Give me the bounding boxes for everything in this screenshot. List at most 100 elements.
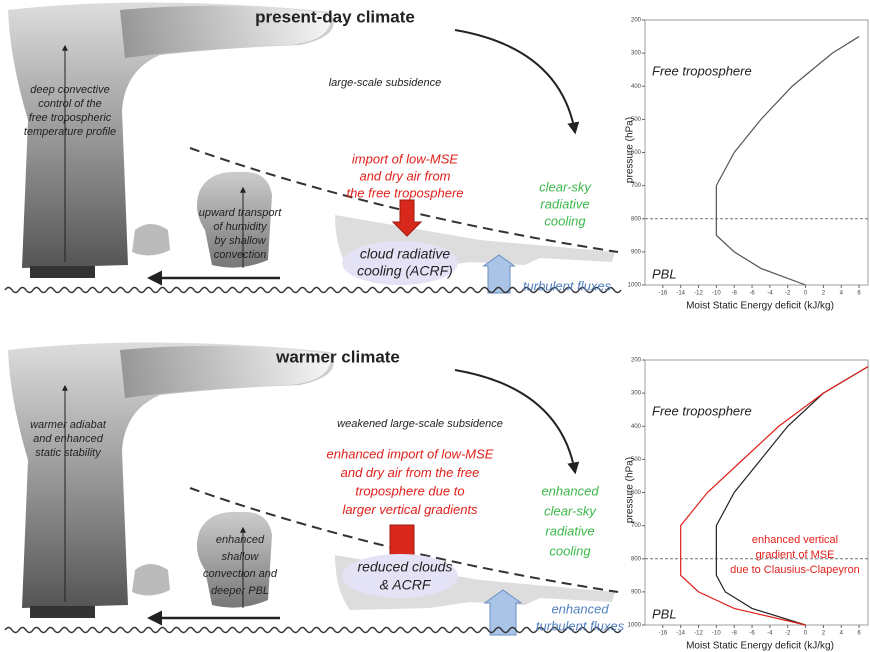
shallow-label: upward transport <box>199 207 282 219</box>
x-tick-label: 2 <box>822 631 826 637</box>
y-tick-label: 400 <box>631 424 642 430</box>
x-tick-label: -14 <box>676 631 685 637</box>
shallow-label: convection <box>214 249 267 261</box>
x-tick-label: -2 <box>785 631 791 637</box>
shallow-label: enhanced <box>216 534 265 546</box>
plot-frame <box>645 20 868 285</box>
y-tick-label: 1000 <box>628 283 642 289</box>
free-trop-label: Free troposphere <box>652 63 752 78</box>
clear-sky-label: enhanced <box>541 483 599 498</box>
pbl-label: PBL <box>652 266 677 281</box>
x-tick-label: 4 <box>840 291 844 297</box>
shallow-label: shallow <box>222 551 260 563</box>
import-label: and dry air from <box>359 168 450 183</box>
figure: present-day climate deep convective contro… <box>0 0 870 652</box>
subsidence-label: large-scale subsidence <box>329 77 442 89</box>
clear-sky-label: cooling <box>549 543 591 558</box>
shallow-label: convection and <box>203 568 278 580</box>
x-axis-label: Moist Static Energy deficit (kJ/kg) <box>686 641 834 652</box>
convection-note: and enhanced <box>33 433 104 445</box>
y-axis-label: pressure (hPa) <box>625 457 636 523</box>
shallow-label: by shallow <box>214 235 266 247</box>
y-tick-label: 700 <box>631 183 642 189</box>
y-tick-label: 800 <box>631 556 642 562</box>
clear-sky-label: clear-sky <box>539 179 592 194</box>
cloud-label: cloud radiative <box>360 246 450 262</box>
flux-label: enhanced <box>551 601 609 616</box>
x-tick-label: -10 <box>712 291 721 297</box>
import-label: larger vertical gradients <box>342 502 478 517</box>
y-tick-label: 300 <box>631 51 642 57</box>
convection-note: temperature profile <box>24 126 116 138</box>
annotation: enhanced vertical <box>752 534 838 546</box>
subsidence-label: weakened large-scale subsidence <box>337 418 503 430</box>
y-tick-label: 300 <box>631 391 642 397</box>
annotation: gradient of MSE <box>756 549 835 561</box>
import-label: import of low-MSE <box>352 151 459 166</box>
y-tick-label: 200 <box>631 358 642 364</box>
y-tick-label: 700 <box>631 523 642 529</box>
clear-sky-label: clear-sky <box>544 503 597 518</box>
clear-sky-label: cooling <box>544 213 586 228</box>
x-tick-label: -4 <box>767 291 773 297</box>
cloud-base <box>30 266 95 278</box>
import-label: troposphere due to <box>355 483 464 498</box>
y-tick-label: 900 <box>631 249 642 255</box>
annotation: due to Clausius-Clapeyron <box>730 564 860 576</box>
x-tick-label: 0 <box>804 631 808 637</box>
free-trop-label: Free troposphere <box>652 403 752 418</box>
panel: warmer climate warmer adiabat and enhanced… <box>5 342 868 651</box>
x-tick-label: 2 <box>822 291 826 297</box>
panel-title: present-day climate <box>255 7 415 26</box>
cloud-label: reduced clouds <box>358 559 453 575</box>
x-tick-label: -16 <box>659 291 668 297</box>
y-tick-label: 200 <box>631 18 642 24</box>
surface <box>5 628 621 633</box>
x-tick-label: 6 <box>857 631 861 637</box>
y-tick-label: 800 <box>631 216 642 222</box>
convection-note: deep convective <box>30 84 110 96</box>
import-label: and dry air from the free <box>341 465 480 480</box>
x-tick-label: 4 <box>840 631 844 637</box>
cloud-label: & ACRF <box>380 577 432 593</box>
shallow-label: of humidity <box>213 221 268 233</box>
convection-note: free tropospheric <box>29 112 112 124</box>
shallow-label: deeper PBL <box>211 585 269 597</box>
x-tick-label: -16 <box>659 631 668 637</box>
x-tick-label: -8 <box>732 631 738 637</box>
x-tick-label: -12 <box>694 631 703 637</box>
x-tick-label: -2 <box>785 291 791 297</box>
y-tick-label: 1000 <box>628 623 642 629</box>
flux-label: turbulent fluxes <box>536 618 625 633</box>
x-tick-label: 6 <box>857 291 861 297</box>
flux-label: turbulent fluxes <box>523 278 612 293</box>
x-tick-label: -8 <box>732 291 738 297</box>
x-tick-label: -10 <box>712 631 721 637</box>
convection-note: warmer adiabat <box>30 419 107 431</box>
panel: present-day climate deep convective contro… <box>5 2 868 311</box>
pbl-label: PBL <box>652 606 677 621</box>
x-axis-label: Moist Static Energy deficit (kJ/kg) <box>686 301 834 312</box>
subsidence-arrow <box>455 30 575 132</box>
x-tick-label: 0 <box>804 291 808 297</box>
x-tick-label: -6 <box>749 291 755 297</box>
x-tick-label: -12 <box>694 291 703 297</box>
x-tick-label: -4 <box>767 631 773 637</box>
import-label: enhanced import of low-MSE <box>327 446 494 461</box>
x-tick-label: -14 <box>676 291 685 297</box>
y-axis-label: pressure (hPa) <box>625 117 636 183</box>
small-cloud <box>132 224 170 256</box>
convection-note: static stability <box>35 447 102 459</box>
import-label: the free troposphere <box>346 185 463 200</box>
y-tick-label: 400 <box>631 84 642 90</box>
plot-frame <box>645 360 868 625</box>
small-cloud <box>132 564 170 596</box>
panel-title: warmer climate <box>275 347 400 366</box>
cloud-base <box>30 606 95 618</box>
convection-note: control of the <box>38 98 102 110</box>
x-tick-label: -6 <box>749 631 755 637</box>
clear-sky-label: radiative <box>545 523 594 538</box>
cloud-label: cooling (ACRF) <box>357 263 453 279</box>
clear-sky-label: radiative <box>540 196 589 211</box>
y-tick-label: 900 <box>631 589 642 595</box>
